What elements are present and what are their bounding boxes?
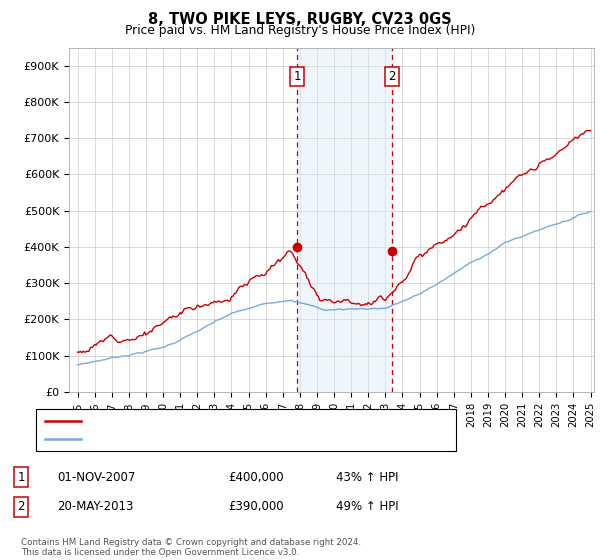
Text: 01-NOV-2007: 01-NOV-2007 xyxy=(57,470,136,484)
Text: £390,000: £390,000 xyxy=(228,500,284,514)
Text: 43% ↑ HPI: 43% ↑ HPI xyxy=(336,470,398,484)
Text: 8, TWO PIKE LEYS, RUGBY, CV23 0GS: 8, TWO PIKE LEYS, RUGBY, CV23 0GS xyxy=(148,12,452,27)
Text: 8, TWO PIKE LEYS, RUGBY, CV23 0GS (detached house): 8, TWO PIKE LEYS, RUGBY, CV23 0GS (detac… xyxy=(87,416,390,426)
Text: HPI: Average price, detached house, Rugby: HPI: Average price, detached house, Rugb… xyxy=(87,434,324,444)
Text: £400,000: £400,000 xyxy=(228,470,284,484)
Bar xyxy=(297,48,392,392)
Text: 2: 2 xyxy=(388,70,395,83)
Text: Price paid vs. HM Land Registry's House Price Index (HPI): Price paid vs. HM Land Registry's House … xyxy=(125,24,475,36)
Text: Contains HM Land Registry data © Crown copyright and database right 2024.
This d: Contains HM Land Registry data © Crown c… xyxy=(21,538,361,557)
Text: 1: 1 xyxy=(17,470,25,484)
Text: 20-MAY-2013: 20-MAY-2013 xyxy=(57,500,133,514)
Text: 49% ↑ HPI: 49% ↑ HPI xyxy=(336,500,398,514)
Text: 2: 2 xyxy=(17,500,25,514)
Text: 1: 1 xyxy=(293,70,301,83)
